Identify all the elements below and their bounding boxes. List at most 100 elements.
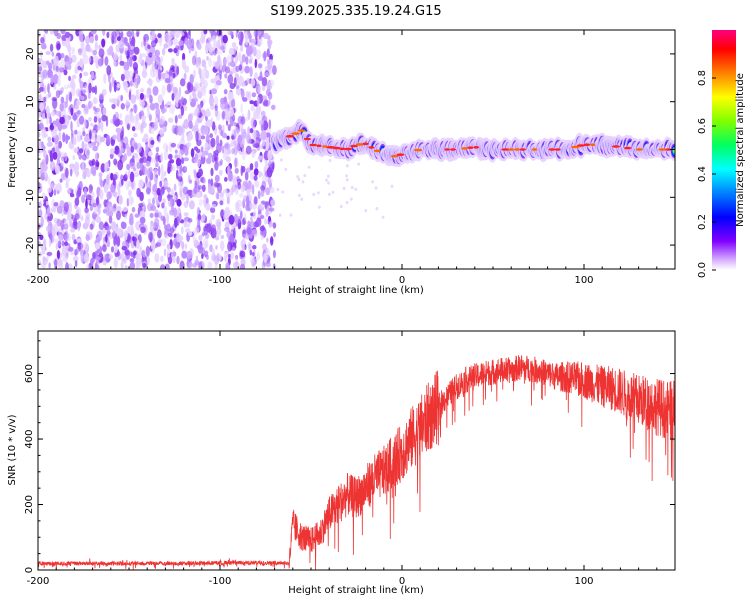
noise-blob	[49, 30, 55, 35]
noise-blob	[55, 110, 62, 117]
noise-blob	[256, 96, 260, 107]
noise-blob	[154, 49, 160, 57]
noise-blob	[174, 115, 178, 124]
noise-blob	[106, 229, 111, 236]
noise-blob	[157, 239, 163, 244]
noise-blob	[63, 201, 69, 213]
noise-blob	[155, 146, 160, 153]
noise-blob	[94, 242, 101, 250]
noise-blob	[79, 81, 84, 89]
noise-blob	[258, 85, 261, 94]
signal-peak	[571, 145, 580, 149]
faint-dot	[346, 164, 349, 168]
noise-blob	[211, 252, 216, 262]
noise-blob	[56, 43, 61, 50]
noise-blob	[148, 127, 155, 135]
noise-blob	[72, 133, 77, 145]
noise-blob	[121, 178, 124, 186]
noise-blob	[174, 217, 178, 228]
noise-blob	[228, 253, 231, 259]
noise-blob	[215, 245, 218, 250]
noise-blob	[90, 257, 94, 267]
noise-blob	[113, 150, 120, 155]
noise-blob	[46, 251, 53, 256]
noise-blob	[198, 234, 203, 241]
noise-blob	[229, 116, 234, 127]
noise-blob	[100, 179, 104, 188]
noise-blob	[172, 72, 176, 79]
noise-blob	[220, 240, 225, 252]
noise-blob	[38, 31, 41, 38]
noise-blob	[197, 218, 201, 229]
noise-blob	[166, 243, 171, 250]
faint-dot	[357, 162, 361, 166]
noise-blob	[227, 149, 232, 155]
noise-blob	[106, 191, 112, 200]
noise-blob	[244, 212, 247, 222]
noise-blob	[51, 51, 55, 57]
noise-blob	[227, 91, 234, 101]
snr-content	[38, 355, 675, 570]
snr-ylabel: SNR (10 * v/v)	[7, 414, 18, 485]
noise-blob	[214, 95, 219, 107]
noise-blob	[241, 88, 245, 100]
noise-blob	[106, 65, 112, 76]
noise-blob	[71, 82, 76, 90]
noise-blob	[214, 106, 219, 117]
noise-blob	[124, 142, 129, 149]
noise-blob	[105, 234, 108, 243]
y-tick-label: -20	[25, 237, 36, 253]
noise-blob	[126, 30, 132, 38]
noise-blob	[60, 58, 65, 69]
noise-blob	[67, 247, 74, 252]
noise-blob	[197, 104, 203, 110]
noise-blob	[235, 65, 240, 72]
noise-blob	[222, 124, 225, 130]
faint-dot	[375, 207, 379, 211]
noise-blob	[142, 262, 147, 269]
noise-blob	[119, 141, 124, 150]
noise-blob	[81, 161, 85, 173]
noise-blob	[231, 42, 237, 48]
noise-blob	[250, 117, 256, 129]
noise-blob	[138, 203, 144, 208]
noise-blob	[133, 55, 137, 61]
noise-blob	[46, 141, 53, 147]
x-tick-label: -100	[209, 576, 232, 587]
noise-blob	[159, 180, 163, 188]
noise-blob	[73, 147, 79, 153]
noise-blob	[44, 30, 49, 35]
noise-blob	[227, 62, 231, 67]
noise-blob	[106, 31, 110, 39]
noise-blob	[210, 207, 216, 214]
noise-blob	[57, 240, 62, 247]
faint-dot	[325, 178, 328, 182]
noise-blob	[68, 75, 71, 82]
noise-blob	[230, 251, 234, 260]
noise-blob	[84, 143, 88, 150]
noise-blob	[98, 93, 105, 100]
noise-blob	[93, 205, 97, 215]
noise-blob	[227, 241, 233, 252]
noise-blob	[247, 45, 253, 56]
noise-blob	[247, 126, 251, 136]
noise-blob	[119, 54, 123, 63]
noise-blob	[55, 65, 59, 73]
signal-peak	[322, 145, 328, 148]
noise-blob	[270, 237, 274, 243]
noise-blob	[51, 96, 58, 102]
noise-blob	[85, 212, 91, 220]
noise-blob	[68, 141, 75, 150]
noise-blob	[171, 92, 175, 101]
noise-blob	[138, 179, 144, 189]
noise-blob	[234, 157, 237, 169]
noise-blob	[183, 212, 189, 217]
faint-dot	[345, 174, 348, 178]
noise-blob	[210, 167, 214, 177]
signal-peak	[285, 135, 295, 138]
noise-blob	[120, 73, 125, 82]
noise-blob	[253, 30, 259, 38]
noise-blob	[271, 104, 276, 111]
noise-blob	[189, 73, 194, 84]
